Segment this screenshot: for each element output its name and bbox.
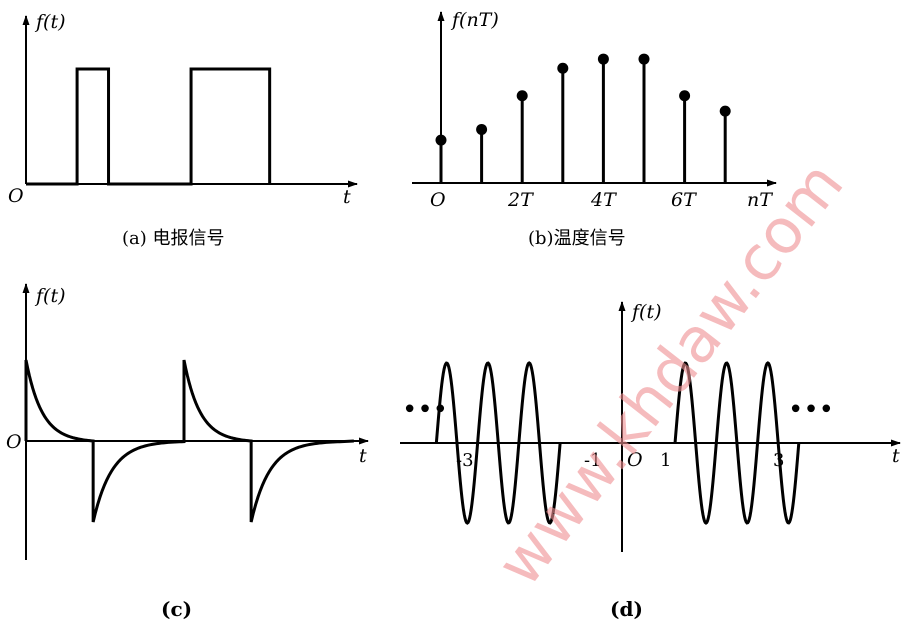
panel-b-y-label: f(nT) bbox=[450, 9, 499, 31]
panel-d-tick-1: 1 bbox=[660, 450, 671, 471]
panel-b-stem-marker-6 bbox=[679, 90, 691, 102]
panel-b-tick-O: O bbox=[430, 189, 446, 211]
panel-d-y-label: f(t) bbox=[630, 301, 662, 323]
panel-a-y-label: f(t) bbox=[34, 11, 66, 33]
panel-a-origin-label: O bbox=[8, 185, 24, 207]
panel-d-burst-signal bbox=[434, 361, 801, 525]
panel-a-caption: (a) 电报信号 bbox=[122, 228, 225, 249]
panel-d: f(t) O -3 -1 1 3 t ••• ••• (d) bbox=[400, 301, 901, 621]
panel-c-y-label: f(t) bbox=[34, 285, 66, 307]
panel-d-left-ellipsis: ••• bbox=[402, 395, 448, 425]
panel-c: f(t) O t (c) bbox=[6, 283, 369, 621]
panel-d-tick-3: 3 bbox=[773, 450, 784, 471]
panel-b-caption: (b)温度信号 bbox=[528, 228, 626, 249]
panel-c-caption: (c) bbox=[161, 597, 192, 621]
panel-c-origin-label: O bbox=[6, 431, 22, 453]
panel-b-stem-marker-2 bbox=[516, 90, 528, 102]
panel-b-stems bbox=[435, 53, 731, 183]
panel-a: f(t) O t (a) 电报信号 bbox=[8, 11, 358, 249]
panel-d-caption: (d) bbox=[610, 597, 643, 621]
panel-b-tick-2T: 2T bbox=[507, 189, 534, 211]
panel-b-stem-marker-7 bbox=[719, 105, 731, 117]
panel-d-origin-label: O bbox=[627, 449, 643, 471]
watermark: www.khdaw.com bbox=[482, 148, 857, 599]
panel-b: f(nT) O 2T 4T 6T nT (b)温度信号 bbox=[412, 9, 777, 249]
panel-b-tick-4T: 4T bbox=[590, 189, 617, 211]
panel-b-stem-marker-1 bbox=[476, 123, 488, 135]
panel-b-stem-marker-4 bbox=[597, 53, 609, 65]
panel-d-tick-minus1: -1 bbox=[584, 450, 602, 471]
panel-c-exponential-signal bbox=[24, 359, 354, 523]
panel-b-stem-marker-3 bbox=[557, 62, 569, 74]
panel-a-telegraph-signal bbox=[26, 67, 272, 186]
panel-a-x-label: t bbox=[343, 186, 351, 208]
panel-d-x-label: t bbox=[892, 445, 900, 467]
panel-d-right-ellipsis: ••• bbox=[788, 395, 834, 425]
panel-d-tick-minus3: -3 bbox=[456, 450, 474, 471]
panel-b-stem-marker-0 bbox=[435, 134, 447, 146]
panel-b-x-label: nT bbox=[747, 189, 773, 211]
panel-b-tick-6T: 6T bbox=[671, 189, 697, 211]
panel-c-x-label: t bbox=[359, 445, 367, 467]
panel-b-stem-marker-5 bbox=[638, 53, 650, 65]
